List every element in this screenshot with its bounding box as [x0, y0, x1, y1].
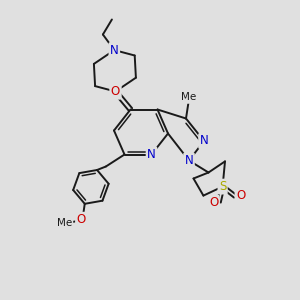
Text: N: N	[147, 148, 156, 161]
Text: N: N	[200, 134, 208, 148]
Text: N: N	[111, 85, 120, 98]
Text: Me: Me	[182, 92, 196, 103]
Text: O: O	[236, 189, 245, 202]
Text: O: O	[76, 213, 86, 226]
Text: S: S	[219, 180, 226, 193]
Text: N: N	[110, 44, 119, 57]
Text: O: O	[209, 196, 218, 209]
Text: N: N	[184, 154, 194, 167]
Text: Me: Me	[57, 218, 72, 228]
Text: O: O	[111, 85, 120, 98]
